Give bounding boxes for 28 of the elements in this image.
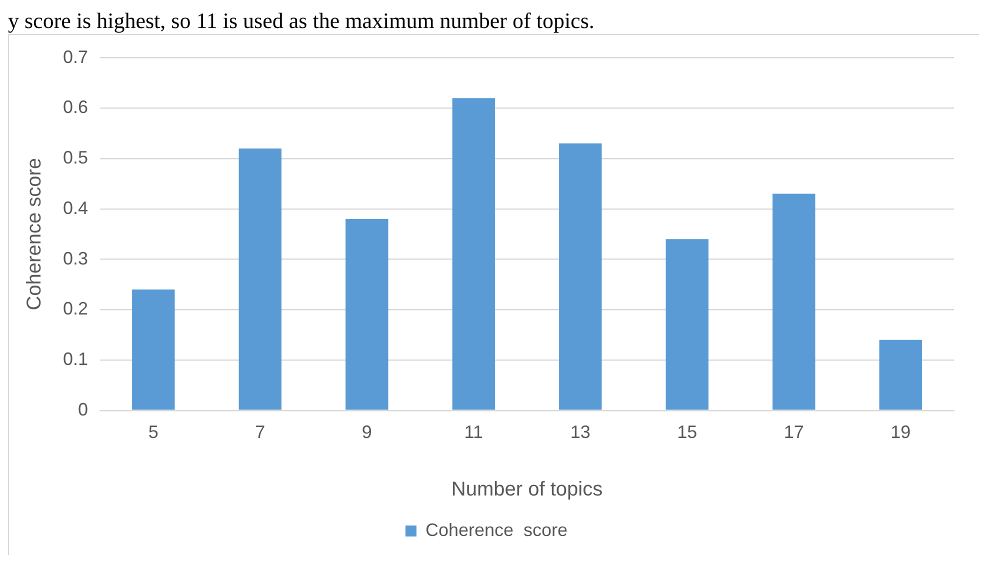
bar xyxy=(238,148,282,410)
y-tick-label: 0.2 xyxy=(62,298,88,319)
x-axis-title: Number of topics xyxy=(451,478,603,501)
x-tick-label: 13 xyxy=(570,422,590,442)
y-tick-label: 0.1 xyxy=(62,348,88,369)
x-tick-label: 19 xyxy=(890,422,911,442)
bar xyxy=(879,340,922,410)
legend-label: Coherence score xyxy=(425,520,568,540)
y-tick-label: 0.4 xyxy=(62,198,88,218)
y-tick-label: 0.3 xyxy=(62,248,88,268)
x-tick-label: 9 xyxy=(362,422,372,442)
x-tick-label: 15 xyxy=(677,422,698,442)
y-tick-label: 0 xyxy=(78,399,88,420)
bar xyxy=(452,98,495,410)
bar xyxy=(666,239,708,410)
bar xyxy=(346,218,388,410)
x-tick-label: 5 xyxy=(148,422,158,442)
text: y score is highest, so 11 is used as the maximum number of topics. xyxy=(8,8,596,34)
y-tick-label: 0.7 xyxy=(62,46,88,67)
x-tick-label: 7 xyxy=(255,422,266,442)
bar xyxy=(772,194,816,410)
x-tick-label: 11 xyxy=(464,422,483,442)
y-tick-label: 0.5 xyxy=(62,148,88,168)
y-tick-label: 0.6 xyxy=(62,97,88,118)
y-axis-title: Coherence score xyxy=(24,158,46,310)
bar xyxy=(559,143,602,410)
x-tick-label: 17 xyxy=(784,422,804,442)
bar xyxy=(132,290,175,410)
